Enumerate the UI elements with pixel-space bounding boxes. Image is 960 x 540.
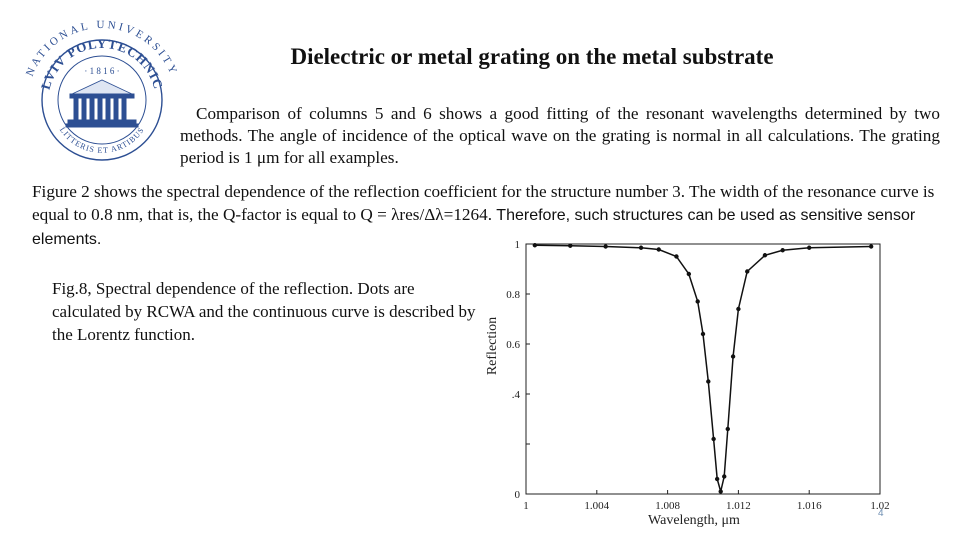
data-point	[532, 243, 538, 248]
data-point	[722, 474, 727, 479]
y-tick-label: 0	[515, 489, 521, 501]
data-point	[730, 354, 736, 359]
data-point	[674, 254, 679, 259]
logo-motto: LITTERIS ET ARTIBUS	[58, 125, 145, 155]
paragraph-figure-sans: Therefore, such structures can be used a…	[32, 207, 916, 248]
paragraph-comparison-text: Comparison of columns 5 and 6 shows a go…	[180, 104, 940, 167]
data-point	[638, 245, 644, 250]
svg-text:LITTERIS ET ARTIBUS: LITTERIS ET ARTIBUS	[58, 125, 146, 155]
logo-seal	[41, 39, 163, 161]
data-point	[736, 306, 741, 312]
y-tick-label: 0.8	[506, 289, 520, 301]
page-number: 4	[878, 508, 884, 519]
building-icon	[65, 79, 139, 128]
slide-title: Dielectric or metal grating on the metal…	[290, 44, 774, 69]
data-point	[706, 379, 711, 384]
data-point	[714, 476, 720, 482]
y-tick-label: 1	[515, 239, 521, 251]
data-point	[780, 248, 785, 253]
data-point	[725, 426, 730, 432]
data-point	[807, 245, 812, 250]
x-tick-label: 1.008	[655, 500, 680, 512]
x-tick-label: 1.016	[797, 500, 822, 512]
y-tick-label: 0.6	[506, 339, 520, 351]
data-point	[695, 299, 700, 304]
data-point	[700, 331, 706, 337]
data-point	[718, 489, 723, 494]
data-point	[762, 253, 768, 258]
data-point	[745, 269, 750, 274]
paragraph-comparison: Comparison of columns 5 and 6 shows a go…	[180, 103, 940, 169]
y-tick-label: .4	[512, 389, 521, 401]
x-tick-label: 1.012	[726, 500, 751, 512]
x-axis-title: Wavelength, μm	[648, 513, 740, 528]
logo-year: · 1 8 1 6 ·	[84, 66, 119, 76]
data-point	[568, 243, 573, 248]
reflection-chart: 1 1.004 1.008 1.012 1.016 1.02 0 .4 0.6 0.8 1 Wave…	[485, 239, 890, 528]
data-point	[868, 244, 874, 249]
data-point	[656, 247, 661, 252]
lorentz-curve	[534, 244, 872, 492]
data-point	[711, 436, 716, 442]
figure-caption: Fig.8, Spectral dependence of the reflec…	[52, 279, 476, 344]
x-tick-label: 1	[523, 500, 529, 512]
x-tick-label: 1.02	[870, 500, 889, 512]
university-logo: NATIONAL UNIVERSITY LVIV POLYTECHNIC · 1…	[24, 19, 177, 161]
paragraph-figure-serif: Figure 2 shows the spectral dependence o…	[32, 182, 935, 224]
y-axis-title: Reflection	[485, 317, 500, 375]
x-tick-label: 1.004	[584, 500, 609, 512]
data-point	[686, 271, 692, 277]
data-point	[603, 244, 608, 249]
paragraph-figure-description: Figure 2 shows the spectral dependence o…	[32, 180, 942, 251]
plot-frame	[525, 243, 881, 495]
